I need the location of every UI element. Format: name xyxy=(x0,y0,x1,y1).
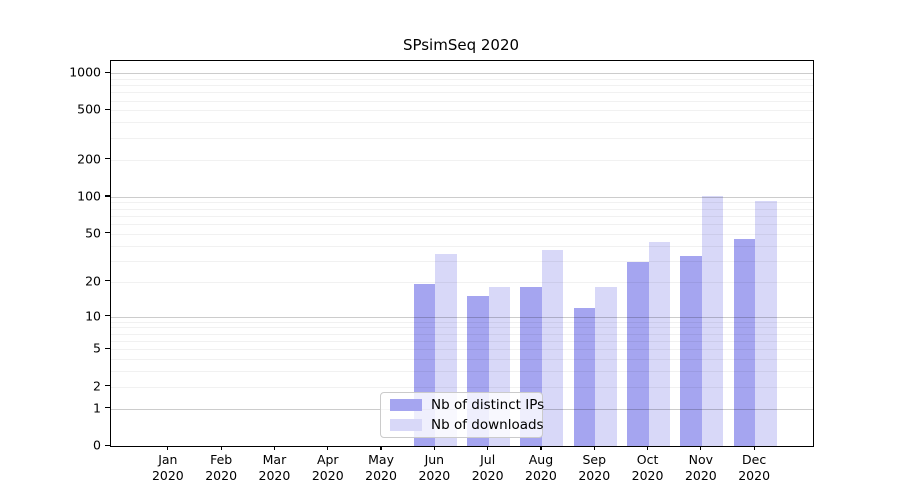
x-tick-year: 2020 xyxy=(738,468,771,483)
x-tick-mark xyxy=(433,446,435,450)
gridline-minor xyxy=(111,92,813,94)
bar-downloads xyxy=(701,196,724,446)
x-tick-year: 2020 xyxy=(205,468,238,483)
plot-area xyxy=(110,60,814,447)
y-tick-mark xyxy=(105,158,110,160)
x-tick-mark xyxy=(220,446,222,450)
legend-label-downloads: Nb of downloads xyxy=(431,417,544,433)
y-tick-label: 1000 xyxy=(69,64,101,80)
x-tick-label: Jul 2020 xyxy=(458,452,518,484)
gridline-minor xyxy=(111,100,813,102)
legend-item-distinct-ips: Nb of distinct IPs xyxy=(390,397,545,413)
legend-swatch-distinct-ips-icon xyxy=(390,399,422,411)
x-tick-label: Feb 2020 xyxy=(191,452,251,484)
x-tick-label: Aug 2020 xyxy=(511,452,571,484)
x-tick-label: Jun 2020 xyxy=(404,452,464,484)
x-tick-month: Dec xyxy=(742,452,767,467)
x-tick-month: Jan xyxy=(158,452,178,467)
y-tick-mark xyxy=(105,407,110,409)
legend: Nb of distinct IPs Nb of downloads xyxy=(380,392,545,438)
x-tick-month: Jun xyxy=(424,452,445,467)
y-tick-label: 100 xyxy=(77,188,101,204)
x-tick-label: May 2020 xyxy=(351,452,411,484)
x-tick-label: Nov 2020 xyxy=(671,452,731,484)
x-tick-month: Oct xyxy=(636,452,659,467)
x-tick-mark xyxy=(593,446,595,450)
x-tick-month: Sep xyxy=(582,452,607,467)
x-tick-month: Mar xyxy=(262,452,287,467)
bar-distinct-ips xyxy=(733,239,756,446)
x-tick-year: 2020 xyxy=(311,468,344,483)
x-tick-year: 2020 xyxy=(631,468,664,483)
bar-distinct-ips xyxy=(573,307,596,446)
y-tick-mark xyxy=(105,108,110,111)
x-tick-label: Jan 2020 xyxy=(138,452,198,484)
x-tick-year: 2020 xyxy=(684,468,717,483)
y-tick-label: 200 xyxy=(77,151,101,167)
bar-distinct-ips xyxy=(627,262,649,446)
x-tick-mark xyxy=(327,446,329,450)
x-tick-mark xyxy=(540,446,542,450)
y-tick-label: 50 xyxy=(85,225,101,241)
gridline-minor xyxy=(111,110,813,112)
y-tick-mark xyxy=(105,315,110,317)
x-tick-year: 2020 xyxy=(471,468,504,483)
x-tick-month: Nov xyxy=(688,452,714,467)
x-tick-year: 2020 xyxy=(258,468,291,483)
x-tick-month: Aug xyxy=(528,452,554,467)
bar-downloads xyxy=(755,201,777,446)
y-tick-label: 500 xyxy=(77,101,101,117)
x-tick-label: Dec 2020 xyxy=(724,452,784,484)
gridline-minor xyxy=(111,122,813,124)
legend-label-distinct-ips: Nb of distinct IPs xyxy=(431,397,545,413)
y-tick-label: 2 xyxy=(93,378,101,394)
x-tick-label: Sep 2020 xyxy=(564,452,624,484)
gridline-minor xyxy=(111,159,813,161)
y-tick-label: 1 xyxy=(93,400,101,416)
gridline-minor xyxy=(111,85,813,87)
bar-downloads xyxy=(648,241,671,446)
legend-item-downloads: Nb of downloads xyxy=(390,417,544,433)
y-tick-mark xyxy=(105,280,110,282)
y-tick-mark xyxy=(105,232,110,234)
x-tick-label: Oct 2020 xyxy=(618,452,678,484)
x-tick-label: Mar 2020 xyxy=(244,452,304,484)
x-tick-year: 2020 xyxy=(418,468,451,483)
x-tick-mark xyxy=(167,446,169,450)
x-tick-mark xyxy=(646,446,649,450)
x-tick-year: 2020 xyxy=(578,468,611,483)
y-tick-mark xyxy=(105,347,110,349)
x-tick-year: 2020 xyxy=(365,468,397,483)
y-tick-label: 5 xyxy=(93,340,101,356)
y-tick-mark xyxy=(105,71,110,73)
y-tick-label: 20 xyxy=(85,273,101,289)
gridline-minor xyxy=(111,78,813,80)
y-tick-label: 0 xyxy=(93,437,101,453)
bar-downloads xyxy=(595,287,617,446)
gridline-major xyxy=(111,73,813,75)
y-tick-mark xyxy=(105,195,110,197)
x-tick-label: Apr 2020 xyxy=(298,452,358,484)
x-tick-month: May xyxy=(368,452,394,467)
bar-distinct-ips xyxy=(680,255,702,446)
legend-swatch-downloads-icon xyxy=(390,419,422,431)
chart-title: SPsimSeq 2020 xyxy=(402,36,520,54)
bar-downloads xyxy=(541,249,564,446)
x-tick-mark xyxy=(273,446,276,450)
x-tick-month: Feb xyxy=(210,452,233,467)
x-tick-mark xyxy=(487,446,489,450)
x-tick-mark xyxy=(700,446,702,450)
x-tick-mark xyxy=(380,446,382,450)
y-tick-mark xyxy=(105,444,110,446)
x-tick-year: 2020 xyxy=(525,468,557,483)
y-tick-label: 10 xyxy=(85,308,101,324)
x-tick-month: Apr xyxy=(316,452,339,467)
gridline-minor xyxy=(111,137,813,139)
x-tick-month: Jul xyxy=(480,452,496,467)
x-tick-mark xyxy=(753,446,755,450)
x-tick-year: 2020 xyxy=(151,468,184,483)
y-tick-mark xyxy=(105,385,110,387)
